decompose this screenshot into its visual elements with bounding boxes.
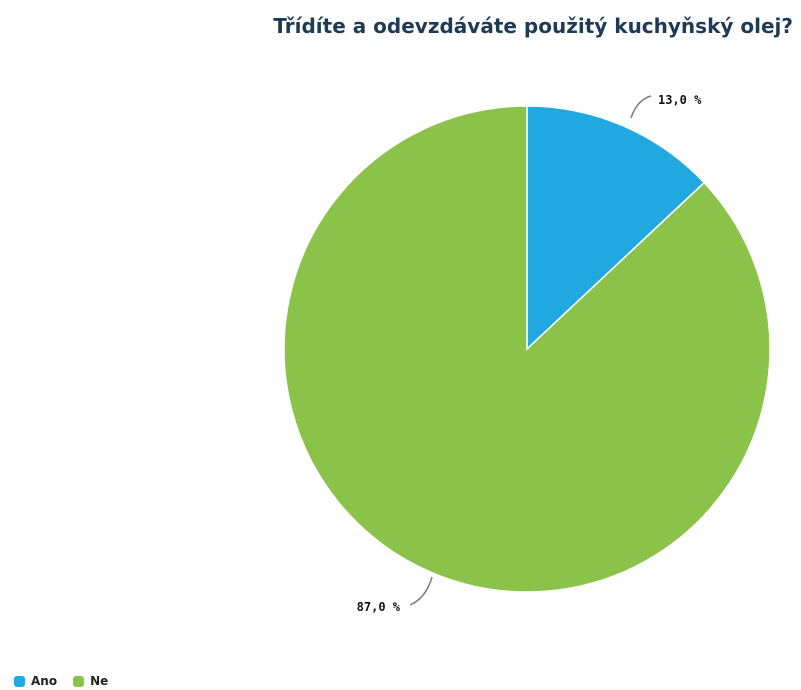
data-label-ano: 13,0 %: [658, 93, 702, 107]
legend: Ano Ne: [14, 674, 124, 688]
legend-label-ano: Ano: [31, 674, 58, 688]
legend-item-ano[interactable]: Ano: [14, 674, 57, 688]
pie-slice-ne[interactable]: [283, 105, 771, 593]
leader-line-ne: [409, 576, 433, 606]
leader-line-ano: [630, 95, 652, 119]
legend-swatch-ne: [73, 675, 85, 687]
leader-lines: [409, 95, 652, 606]
pie-slice-ano[interactable]: [526, 105, 706, 351]
pie-slices: [283, 105, 771, 593]
data-labels: 13,0 % 87,0 %: [357, 93, 702, 614]
legend-swatch-ano: [14, 675, 25, 687]
legend-label-ne: Ne: [90, 674, 109, 688]
chart-title: Třídíte a odevzdáváte použitý kuchyňský …: [273, 14, 793, 38]
legend-item-ne[interactable]: Ne: [73, 674, 108, 688]
data-label-ne: 87,0 %: [357, 600, 401, 614]
